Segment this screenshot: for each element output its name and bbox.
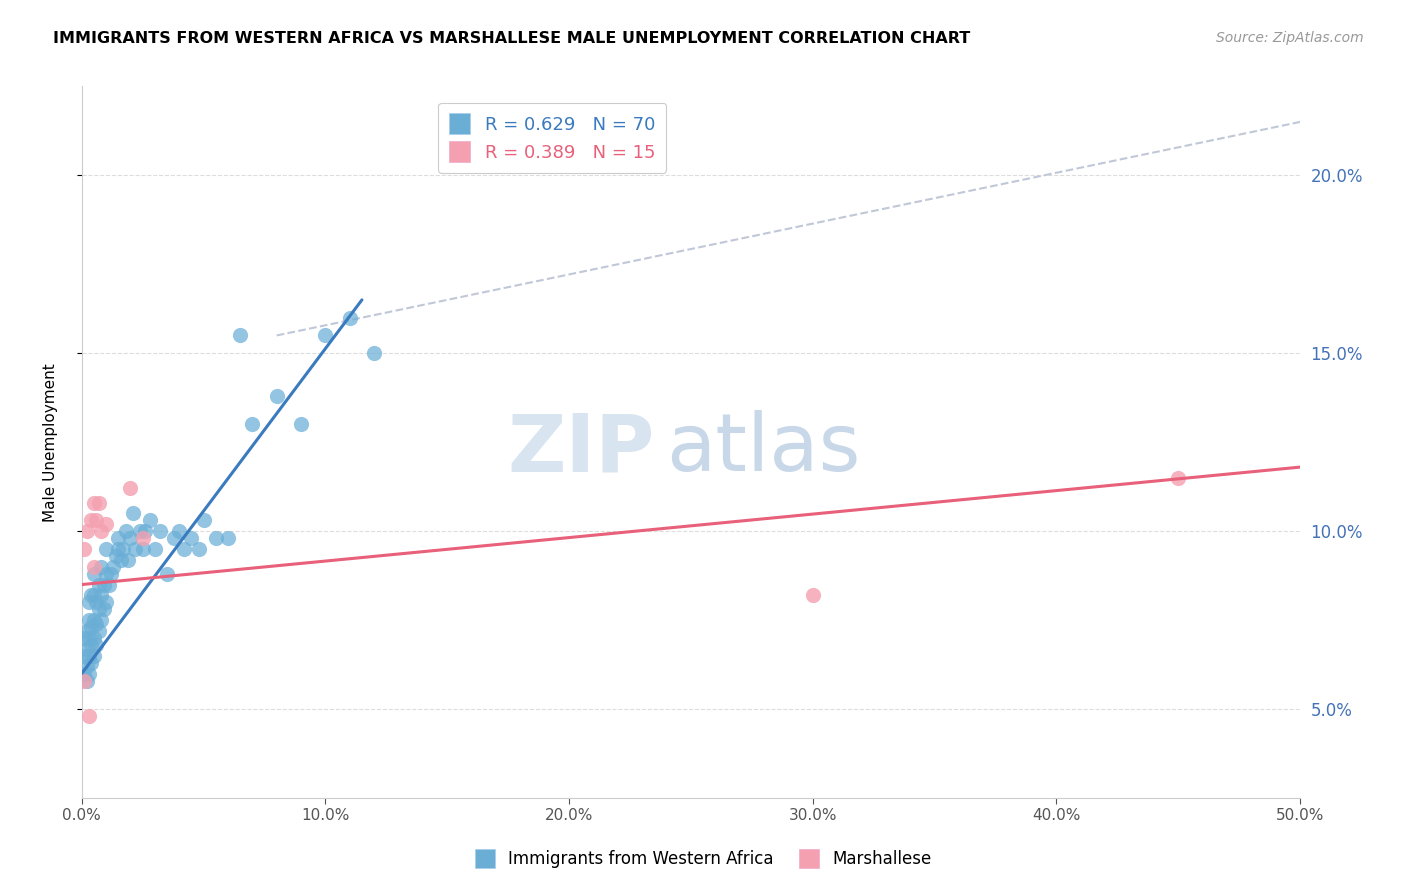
Point: [163, 531, 186, 545]
Point: [86, 595, 108, 609]
Point: [80, 514, 103, 528]
Point: [73, 541, 96, 556]
Point: [229, 328, 252, 343]
Point: [124, 541, 146, 556]
Point: [290, 417, 312, 432]
Point: [240, 417, 263, 432]
Point: [76, 659, 98, 673]
Y-axis label: Male Unemployment: Male Unemployment: [44, 363, 58, 522]
Point: [80, 638, 103, 652]
Point: [94, 541, 117, 556]
Point: [100, 566, 122, 581]
Point: [76, 524, 98, 538]
Point: [77, 631, 100, 645]
Point: [83, 566, 105, 581]
Point: [86, 616, 108, 631]
Text: ZIP: ZIP: [508, 410, 654, 488]
Point: [83, 559, 105, 574]
Point: [120, 482, 142, 496]
Point: [129, 524, 152, 538]
Point: [90, 613, 112, 627]
Point: [86, 514, 108, 528]
Point: [156, 566, 179, 581]
Legend: R = 0.629   N = 70, R = 0.389   N = 15: R = 0.629 N = 70, R = 0.389 N = 15: [437, 103, 666, 173]
Point: [173, 541, 195, 556]
Point: [107, 531, 129, 545]
Point: [90, 524, 112, 538]
Point: [83, 648, 105, 663]
Text: Source: ZipAtlas.com: Source: ZipAtlas.com: [1216, 31, 1364, 45]
Point: [110, 552, 132, 566]
Point: [94, 566, 117, 581]
Point: [77, 613, 100, 627]
Point: [114, 524, 136, 538]
Point: [87, 496, 110, 510]
Point: [77, 595, 100, 609]
Point: [97, 577, 120, 591]
Point: [180, 531, 202, 545]
Point: [204, 531, 226, 545]
Point: [80, 656, 103, 670]
Point: [107, 541, 129, 556]
Point: [103, 559, 125, 574]
Point: [83, 631, 105, 645]
Point: [1167, 471, 1189, 485]
Point: [117, 552, 139, 566]
Point: [134, 524, 156, 538]
Point: [139, 514, 162, 528]
Point: [149, 524, 172, 538]
Point: [83, 588, 105, 602]
Point: [76, 624, 98, 638]
Point: [73, 648, 96, 663]
Point: [90, 588, 112, 602]
Point: [73, 666, 96, 681]
Point: [80, 620, 103, 634]
Point: [77, 709, 100, 723]
Point: [193, 514, 215, 528]
Point: [77, 666, 100, 681]
Point: [94, 595, 117, 609]
Point: [266, 389, 288, 403]
Point: [73, 673, 96, 688]
Point: [801, 588, 824, 602]
Point: [76, 673, 98, 688]
Point: [167, 524, 190, 538]
Point: [83, 613, 105, 627]
Point: [93, 577, 115, 591]
Point: [363, 346, 385, 360]
Point: [87, 624, 110, 638]
Text: atlas: atlas: [666, 410, 860, 488]
Point: [217, 531, 239, 545]
Point: [187, 541, 209, 556]
Point: [339, 310, 361, 325]
Point: [73, 631, 96, 645]
Point: [76, 641, 98, 656]
Point: [93, 602, 115, 616]
Legend: Immigrants from Western Africa, Marshallese: Immigrants from Western Africa, Marshall…: [468, 842, 938, 875]
Point: [104, 549, 127, 563]
Text: IMMIGRANTS FROM WESTERN AFRICA VS MARSHALLESE MALE UNEMPLOYMENT CORRELATION CHAR: IMMIGRANTS FROM WESTERN AFRICA VS MARSHA…: [53, 31, 970, 46]
Point: [120, 531, 142, 545]
Point: [83, 496, 105, 510]
Point: [86, 638, 108, 652]
Point: [131, 541, 153, 556]
Point: [94, 517, 117, 532]
Point: [143, 541, 166, 556]
Point: [112, 541, 135, 556]
Point: [122, 507, 145, 521]
Point: [87, 577, 110, 591]
Point: [77, 648, 100, 663]
Point: [87, 602, 110, 616]
Point: [131, 531, 153, 545]
Point: [90, 559, 112, 574]
Point: [80, 588, 103, 602]
Point: [314, 328, 336, 343]
